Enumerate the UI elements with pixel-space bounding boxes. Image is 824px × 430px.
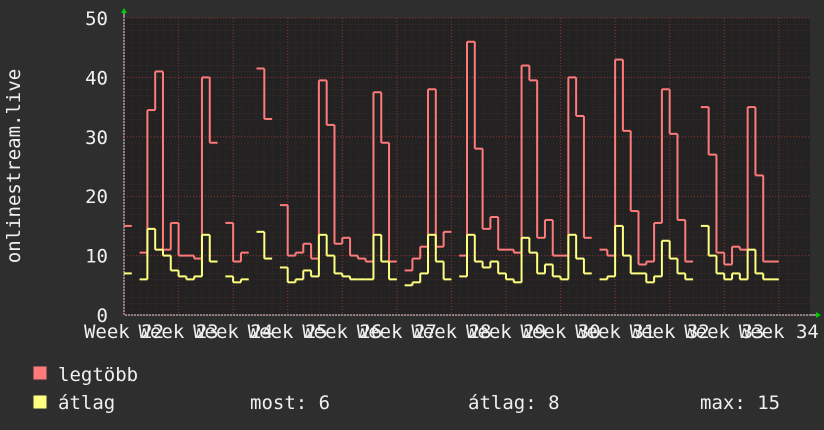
legend-label: legtöbb bbox=[58, 364, 138, 386]
legend-swatch bbox=[32, 365, 48, 381]
x-tick-label: Week 29 bbox=[466, 321, 546, 343]
x-tick-label: Week 26 bbox=[302, 321, 382, 343]
x-tick-label: Week 32 bbox=[630, 321, 710, 343]
y-tick-label: 20 bbox=[85, 186, 108, 208]
stat: most: 6 bbox=[250, 392, 330, 414]
x-tick-label: Week 33 bbox=[684, 321, 764, 343]
legend-swatch bbox=[32, 394, 48, 410]
x-tick-label: Week 31 bbox=[575, 321, 655, 343]
x-tick-label: Week 24 bbox=[193, 321, 273, 343]
x-tick-label: Week 30 bbox=[521, 321, 601, 343]
y-tick-label: 0 bbox=[97, 305, 108, 327]
legend-label: átlag bbox=[58, 392, 115, 414]
x-tick-label: Week 25 bbox=[248, 321, 328, 343]
y-axis-label: onlinestream.live bbox=[3, 69, 25, 263]
y-tick-label: 30 bbox=[85, 127, 108, 149]
stat: átlag: 8 bbox=[468, 392, 560, 414]
y-tick-label: 10 bbox=[85, 246, 108, 268]
x-tick-label: Week 23 bbox=[139, 321, 219, 343]
x-tick-label: Week 27 bbox=[357, 321, 437, 343]
x-tick-label: Week 22 bbox=[84, 321, 164, 343]
x-tick-label: Week 28 bbox=[411, 321, 491, 343]
x-tick-label: Week 34 bbox=[739, 321, 819, 343]
x-arrow bbox=[816, 312, 821, 318]
stat: max: 15 bbox=[700, 392, 780, 414]
y-arrow bbox=[121, 8, 127, 13]
y-tick-label: 50 bbox=[85, 8, 108, 30]
y-tick-label: 40 bbox=[85, 67, 108, 89]
